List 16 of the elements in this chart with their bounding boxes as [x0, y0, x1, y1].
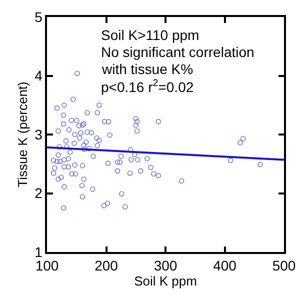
x-tick-label: 300 [154, 258, 178, 274]
annotation: Soil K>110 ppm [101, 27, 200, 43]
annotation: No significant correlation [101, 44, 254, 60]
y-tick-label: 1 [34, 244, 43, 260]
x-tick-label: 400 [213, 258, 237, 274]
y-tick-label: 3 [34, 126, 43, 142]
y-tick-label: 4 [34, 68, 43, 84]
y-axis-title: Tissue K (percent) [15, 82, 30, 188]
annotation: p<0.16 r$^{2}$=0.02 [101, 78, 194, 95]
annotation: with tissue K% [101, 61, 194, 77]
x-tick-label: 100 [35, 258, 59, 274]
y-tick-label: 5 [34, 8, 43, 25]
y-tick-label: 2 [34, 185, 43, 202]
x-tick-label: 200 [94, 258, 118, 274]
x-axis-title: Soil K ppm [134, 274, 197, 289]
x-tick-label: 500 [272, 258, 296, 274]
